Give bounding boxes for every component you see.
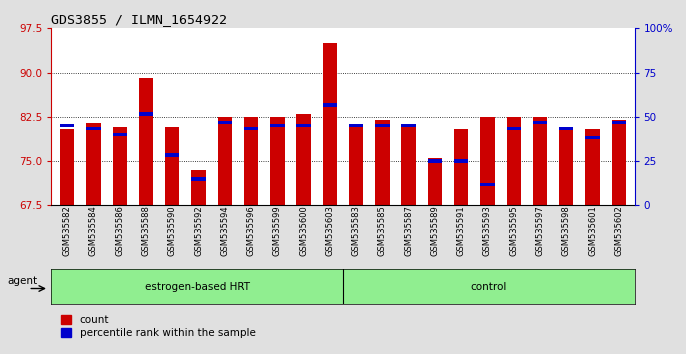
Text: GSM535586: GSM535586	[115, 205, 124, 256]
Legend: count, percentile rank within the sample: count, percentile rank within the sample	[57, 311, 259, 342]
Bar	[506, 127, 521, 130]
Text: GSM535600: GSM535600	[299, 205, 308, 256]
Text: GSM535602: GSM535602	[614, 205, 624, 256]
Text: GSM535589: GSM535589	[430, 205, 440, 256]
Bar	[60, 124, 75, 127]
Bar	[533, 117, 547, 205]
Text: GSM535596: GSM535596	[246, 205, 256, 256]
Bar	[191, 177, 206, 181]
Text: control: control	[471, 282, 507, 292]
Text: estrogen-based HRT: estrogen-based HRT	[145, 282, 250, 292]
Bar	[427, 159, 442, 163]
Bar	[401, 124, 416, 127]
Bar	[611, 121, 626, 125]
Text: GSM535595: GSM535595	[509, 205, 518, 256]
Bar	[217, 121, 232, 125]
Bar	[349, 124, 364, 127]
Text: GSM535582: GSM535582	[62, 205, 72, 256]
Bar	[296, 124, 311, 127]
Text: GDS3855 / ILMN_1654922: GDS3855 / ILMN_1654922	[51, 13, 228, 26]
Bar	[506, 117, 521, 205]
Bar	[585, 129, 600, 205]
Text: GSM535590: GSM535590	[168, 205, 177, 256]
Bar	[244, 127, 259, 130]
Text: GSM535601: GSM535601	[588, 205, 597, 256]
Bar	[113, 133, 127, 136]
Bar	[480, 183, 495, 187]
Text: GSM535598: GSM535598	[562, 205, 571, 256]
Text: GSM535585: GSM535585	[378, 205, 387, 256]
Bar	[375, 124, 390, 127]
Bar	[322, 43, 337, 205]
Bar	[86, 123, 101, 205]
Bar	[270, 124, 285, 127]
Bar	[375, 120, 390, 205]
Bar	[585, 136, 600, 139]
Text: GSM535592: GSM535592	[194, 205, 203, 256]
Bar	[60, 129, 75, 205]
Bar	[270, 117, 285, 205]
Bar	[559, 129, 573, 205]
Bar	[533, 121, 547, 125]
Bar	[165, 127, 180, 205]
Bar	[480, 117, 495, 205]
Bar	[559, 127, 573, 130]
Bar	[113, 127, 127, 205]
Bar	[244, 117, 259, 205]
Bar	[139, 112, 153, 116]
Bar	[296, 114, 311, 205]
Text: GSM535584: GSM535584	[89, 205, 98, 256]
Bar	[427, 158, 442, 205]
Text: GSM535593: GSM535593	[483, 205, 492, 256]
Text: GSM535591: GSM535591	[457, 205, 466, 256]
Text: agent: agent	[8, 276, 38, 286]
Bar	[191, 170, 206, 205]
Text: GSM535588: GSM535588	[141, 205, 150, 256]
Text: GSM535597: GSM535597	[536, 205, 545, 256]
Bar	[454, 159, 469, 163]
Bar	[322, 103, 337, 107]
Text: GSM535599: GSM535599	[273, 205, 282, 256]
Text: GSM535603: GSM535603	[325, 205, 334, 256]
Bar	[86, 127, 101, 130]
Bar	[454, 129, 469, 205]
Bar	[401, 127, 416, 205]
Text: GSM535594: GSM535594	[220, 205, 229, 256]
Bar	[611, 120, 626, 205]
Bar	[139, 79, 153, 205]
Bar	[217, 117, 232, 205]
Text: GSM535587: GSM535587	[404, 205, 413, 256]
Bar	[349, 127, 364, 205]
Bar	[165, 153, 180, 157]
Text: GSM535583: GSM535583	[352, 205, 361, 256]
